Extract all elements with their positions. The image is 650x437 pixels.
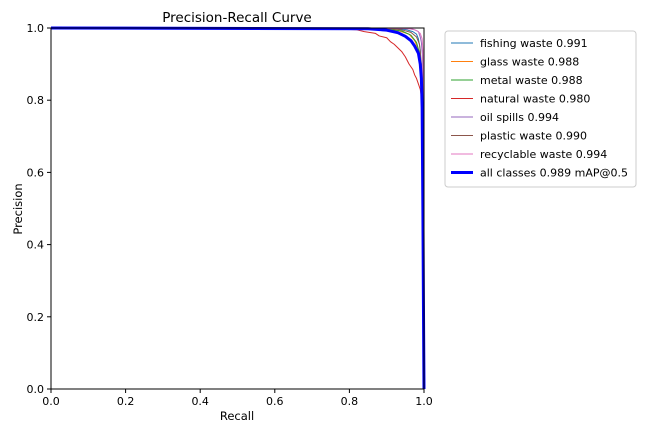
axis-ticks: 0.0 0.2 0.4 0.6 0.8 1.0 0.0 0.2 0.4 0.6 0.8 1.0: [27, 22, 433, 408]
series-line-1: [50, 27, 425, 390]
y-tick-label: 0.6: [27, 166, 45, 179]
y-tick-label: 0.4: [27, 239, 45, 252]
legend-label: all classes 0.989 mAP@0.5: [480, 167, 628, 180]
y-tick-label: 1.0: [27, 22, 45, 35]
x-tick-label: 0.0: [42, 395, 60, 408]
legend-label: glass waste 0.988: [480, 56, 579, 69]
plot-frame: [50, 27, 425, 390]
y-tick-label: 0.2: [27, 311, 45, 324]
x-tick-label: 0.2: [117, 395, 135, 408]
legend-label: recyclable waste 0.994: [480, 148, 607, 161]
series-line-0: [50, 27, 425, 390]
series-line-7: [50, 26, 426, 390]
y-tick-label: 0.0: [27, 383, 45, 396]
series-line-6: [50, 27, 425, 390]
x-tick-label: 0.4: [191, 395, 209, 408]
x-tick-label: 1.0: [415, 395, 433, 408]
series-lines: [50, 26, 426, 390]
series-line-3: [50, 27, 425, 390]
legend: fishing waste 0.991 glass waste 0.988 meta…: [444, 30, 637, 188]
y-axis-label: Precision: [11, 183, 25, 234]
x-tick-label: 0.6: [266, 395, 284, 408]
legend-label: metal waste 0.988: [480, 74, 583, 87]
legend-box: [444, 30, 637, 188]
legend-label: oil spills 0.994: [480, 111, 559, 124]
x-tick-label: 0.8: [341, 395, 359, 408]
legend-label: fishing waste 0.991: [480, 37, 588, 50]
series-line-5: [50, 27, 425, 390]
legend-label: plastic waste 0.990: [480, 130, 587, 143]
series-line-2: [50, 27, 425, 390]
chart-title: Precision-Recall Curve: [162, 10, 312, 26]
series-line-4: [50, 27, 425, 390]
legend-label: natural waste 0.980: [480, 93, 590, 106]
x-axis-label: Recall: [220, 409, 254, 423]
y-tick-label: 0.8: [27, 94, 45, 107]
